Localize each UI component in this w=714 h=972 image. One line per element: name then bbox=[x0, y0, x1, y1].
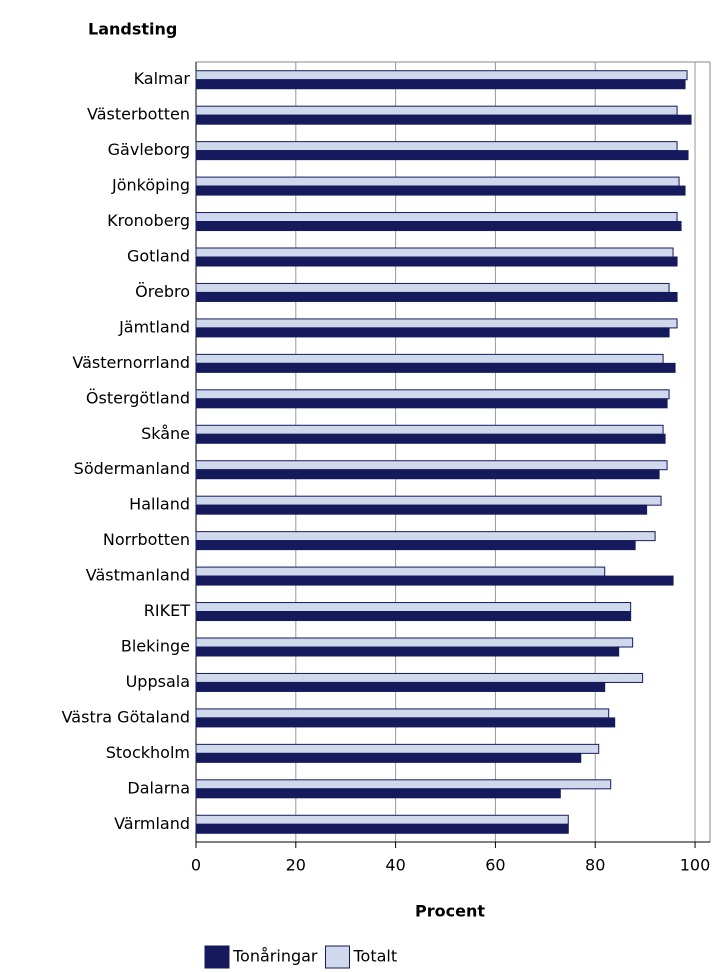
bar bbox=[195, 70, 688, 81]
bar bbox=[195, 282, 670, 293]
y-tick-label: Kalmar bbox=[134, 69, 191, 88]
bar bbox=[195, 460, 668, 471]
bar bbox=[195, 646, 620, 657]
bar bbox=[195, 353, 664, 364]
bar bbox=[195, 681, 606, 692]
y-tick-label: Värmland bbox=[114, 814, 190, 833]
y-tick-label: Norrbotten bbox=[103, 530, 190, 549]
bar bbox=[195, 743, 600, 754]
y-tick-label: Uppsala bbox=[126, 672, 190, 691]
bar bbox=[195, 672, 644, 683]
bar bbox=[195, 495, 662, 506]
y-tick-label: Stockholm bbox=[106, 743, 190, 762]
x-tick-label: 20 bbox=[286, 856, 306, 875]
bar bbox=[195, 540, 636, 551]
bar bbox=[195, 256, 678, 267]
x-tick-label: 100 bbox=[680, 856, 711, 875]
bar bbox=[195, 717, 616, 728]
bar bbox=[195, 79, 686, 90]
y-tick-label: Jönköping bbox=[111, 176, 190, 195]
y-tick-label: Kronoberg bbox=[107, 211, 190, 230]
legend-label: Totalt bbox=[353, 947, 398, 966]
bar bbox=[195, 247, 674, 258]
x-tick-label: 0 bbox=[191, 856, 201, 875]
bar bbox=[195, 221, 682, 232]
bar bbox=[195, 602, 632, 613]
y-tick-label: Skåne bbox=[141, 424, 190, 443]
y-tick-label: Jämtland bbox=[118, 317, 190, 336]
y-tick-label: Gotland bbox=[127, 247, 190, 266]
bar bbox=[195, 708, 610, 719]
bar bbox=[195, 398, 668, 409]
bar bbox=[195, 141, 678, 152]
bar bbox=[195, 814, 569, 825]
bar bbox=[195, 150, 689, 161]
legend-swatch bbox=[325, 945, 350, 969]
y-tick-label: Västernorrland bbox=[72, 353, 190, 372]
bar bbox=[195, 105, 678, 116]
x-tick-label: 80 bbox=[585, 856, 605, 875]
legend-label: Tonåringar bbox=[232, 947, 318, 966]
bar bbox=[195, 779, 612, 790]
bar bbox=[195, 291, 678, 302]
x-axis-label: Procent bbox=[415, 902, 485, 921]
bar bbox=[195, 212, 678, 223]
bar bbox=[195, 176, 680, 187]
bar bbox=[195, 823, 569, 834]
y-tick-label: Västerbotten bbox=[87, 105, 190, 124]
y-tick-label: Västmanland bbox=[86, 566, 190, 585]
bar bbox=[195, 504, 648, 515]
bar bbox=[195, 469, 660, 480]
y-tick-label: RIKET bbox=[144, 601, 190, 620]
bar bbox=[195, 611, 632, 622]
bar bbox=[195, 424, 664, 435]
bar bbox=[195, 389, 670, 400]
bar bbox=[195, 318, 678, 329]
y-tick-label: Dalarna bbox=[127, 778, 190, 797]
x-tick-label: 60 bbox=[485, 856, 505, 875]
bar bbox=[195, 575, 674, 586]
y-tick-label: Östergötland bbox=[86, 388, 190, 407]
y-tick-label: Blekinge bbox=[121, 637, 190, 656]
y-tick-label: Gävleborg bbox=[108, 140, 190, 159]
x-tick-label: 40 bbox=[385, 856, 405, 875]
bar bbox=[195, 788, 561, 799]
bar bbox=[195, 637, 634, 648]
bar bbox=[195, 362, 676, 373]
bar bbox=[195, 433, 666, 444]
y-tick-label: Västra Götaland bbox=[62, 707, 190, 726]
y-tick-label: Södermanland bbox=[74, 459, 190, 478]
legend-swatch bbox=[204, 945, 230, 969]
y-tick-label: Örebro bbox=[135, 282, 190, 301]
bar bbox=[195, 185, 686, 196]
bar bbox=[195, 752, 582, 763]
y-tick-label: Halland bbox=[129, 495, 190, 514]
bar bbox=[195, 327, 670, 338]
bar bbox=[195, 531, 656, 542]
chart-title: Landsting bbox=[88, 20, 177, 39]
bar bbox=[195, 566, 606, 577]
bar bbox=[195, 114, 692, 125]
